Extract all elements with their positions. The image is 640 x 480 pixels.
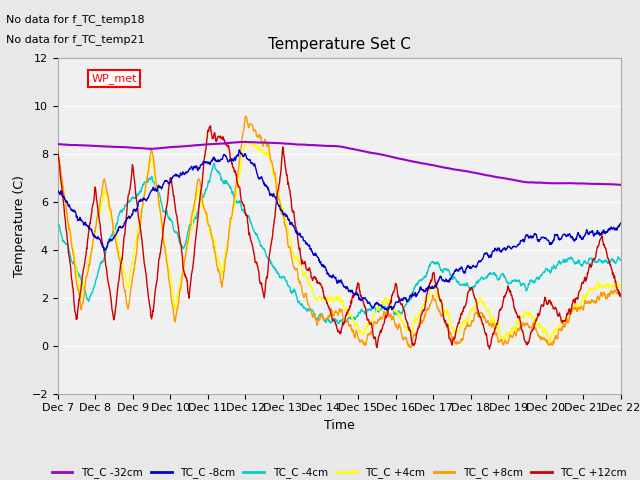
Title: Temperature Set C: Temperature Set C <box>268 37 411 52</box>
Text: No data for f_TC_temp21: No data for f_TC_temp21 <box>6 34 145 45</box>
Y-axis label: Temperature (C): Temperature (C) <box>13 175 26 276</box>
X-axis label: Time: Time <box>324 419 355 432</box>
Text: WP_met: WP_met <box>92 73 137 84</box>
Legend: TC_C -32cm, TC_C -8cm, TC_C -4cm, TC_C +4cm, TC_C +8cm, TC_C +12cm: TC_C -32cm, TC_C -8cm, TC_C -4cm, TC_C +… <box>47 463 631 480</box>
Text: No data for f_TC_temp18: No data for f_TC_temp18 <box>6 14 145 25</box>
